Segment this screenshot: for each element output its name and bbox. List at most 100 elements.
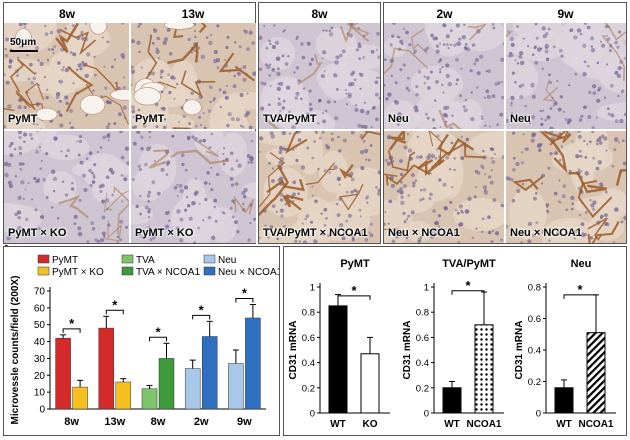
significance-bracket: [337, 295, 371, 300]
micrograph-label: PyMT × KO: [8, 227, 67, 239]
column-header: 13w: [181, 7, 205, 21]
scale-bar-label: 50μm: [10, 37, 37, 48]
y-tick-label: 0: [39, 405, 45, 416]
significance-star: *: [155, 324, 161, 339]
cd31-mrna-charts: PyMT CD31 mRNA 0 0.2 0.4 0.6 0.8 1 WT KO * TVA/PyMT…: [288, 258, 616, 430]
x-tick-label: 8w: [64, 416, 79, 428]
micrograph-tile: PyMT × KO: [4, 131, 129, 243]
legend-swatch: [37, 254, 50, 264]
bar: [474, 324, 494, 414]
y-tick-label: 0.4: [302, 358, 315, 369]
subchart-title: PyMT: [340, 258, 370, 270]
significance-star: *: [351, 283, 357, 298]
micrograph-label: PyMT: [135, 113, 165, 125]
panel-a-group-neu: 2w 9w Neu Neu Neu × NCOA1 Neu × NCOA1: [383, 2, 627, 244]
tissue-texture: [506, 131, 626, 243]
y-tick-label: 60: [34, 303, 46, 314]
legend-swatch: [203, 266, 216, 276]
bar: [228, 363, 244, 410]
y-tick-label: 40: [34, 337, 46, 348]
bar: [328, 305, 348, 414]
micrograph-label: PyMT: [8, 113, 38, 125]
tissue-texture: [4, 23, 129, 129]
y-tick-label: 0.2: [416, 383, 429, 394]
bar: [201, 336, 218, 410]
bar: [98, 327, 115, 410]
subchart-title: Neu: [571, 258, 592, 270]
y-tick-label: 0.8: [416, 308, 429, 319]
significance-bracket: [451, 290, 485, 295]
bar: [184, 368, 201, 410]
y-axis-label: Microvessle counts/field (200X): [10, 276, 21, 425]
panel-a-group-pymt: 8w 13w 50μm PyMT PyMT PyMT × KO PyMT × K…: [3, 2, 256, 244]
legend-swatch: [37, 266, 50, 276]
significance-star: *: [465, 278, 471, 293]
tissue-texture: [259, 131, 380, 243]
bar: [360, 353, 380, 414]
subchart-title: TVA/PyMT: [442, 258, 496, 270]
bar: [158, 358, 175, 410]
tissue-texture: [506, 23, 626, 129]
panel-a-group-tva: 8w TVA/PyMT TVA/PyMT × NCOA1: [258, 2, 381, 244]
y-tick-label: 10: [34, 388, 46, 399]
tissue-texture: [131, 23, 256, 129]
bar: [554, 387, 574, 414]
x-tick-label: KO: [363, 419, 378, 430]
significance-bracket: [235, 297, 254, 303]
y-tick-label: 0.4: [528, 346, 541, 357]
x-tick-label: 13w: [104, 416, 125, 428]
tissue-texture: [4, 131, 129, 243]
significance-bracket: [105, 309, 124, 315]
bar: [586, 332, 606, 414]
legend-swatch: [121, 266, 134, 276]
significance-star: *: [112, 297, 118, 312]
y-tick-label: 0: [424, 409, 429, 420]
column-header: 8w: [311, 7, 328, 21]
significance-star: *: [199, 302, 205, 317]
tissue-texture: [384, 131, 504, 243]
column-header: 9w: [557, 7, 574, 21]
tissue-texture: [259, 23, 380, 129]
y-axis-label: CD31 mRNA: [288, 321, 299, 380]
significance-bracket: [149, 336, 167, 342]
y-tick-label: 0.8: [528, 283, 541, 294]
legend-label: Neu: [218, 255, 236, 266]
x-tick-label: WT: [330, 419, 346, 430]
y-axis-label: CD31 mRNA: [514, 321, 525, 380]
micrograph-label: TVA/PyMT: [263, 113, 317, 125]
y-tick-label: 0.6: [302, 333, 315, 344]
panel-c-chart-frame: PyMT CD31 mRNA 0 0.2 0.4 0.6 0.8 1 WT KO * TVA/PyMT…: [283, 246, 627, 436]
column-header: 8w: [58, 7, 75, 21]
significance-bracket: [62, 328, 81, 333]
tissue-texture: [384, 23, 504, 129]
x-tick-label: NCOA1: [466, 419, 501, 430]
legend-label: PyMT × KO: [52, 267, 104, 278]
bar: [141, 388, 158, 410]
y-tick-label: 0.6: [528, 314, 541, 325]
micrograph-tile: 50μm PyMT: [4, 23, 129, 129]
legend-label: PyMT: [52, 255, 78, 266]
micrograph-label: Neu: [510, 113, 531, 125]
micrograph-label: TVA/PyMT × NCOA1: [263, 227, 368, 239]
micrograph-tile: Neu × NCOA1: [384, 131, 504, 243]
significance-bracket: [192, 314, 211, 320]
column-header: 2w: [436, 7, 453, 21]
bar: [55, 337, 71, 410]
y-axis-label: CD31 mRNA: [402, 321, 413, 380]
bar: [245, 317, 261, 410]
legend-label: Neu × NCOA1: [218, 267, 279, 278]
micrograph-label: Neu: [388, 113, 409, 125]
micrograph-tile: Neu: [506, 23, 626, 129]
x-tick-label: NCOA1: [578, 419, 613, 430]
y-tick-label: 0.4: [416, 358, 429, 369]
y-tick-label: 0.6: [416, 333, 429, 344]
x-tick-label: 8w: [151, 416, 166, 428]
y-tick-label: 0: [536, 409, 541, 420]
x-tick-label: 2w: [194, 416, 209, 428]
significance-bracket: [563, 294, 597, 299]
x-tick-label: 9w: [237, 416, 252, 428]
significance-star: *: [69, 316, 75, 331]
micrograph-tile: PyMT × KO: [131, 131, 256, 243]
panel-b-chart-frame: PyMT PyMT × KO TVA TVA × NCOA1 Neu Neu × NCOA…: [3, 246, 283, 436]
bar: [72, 386, 88, 410]
